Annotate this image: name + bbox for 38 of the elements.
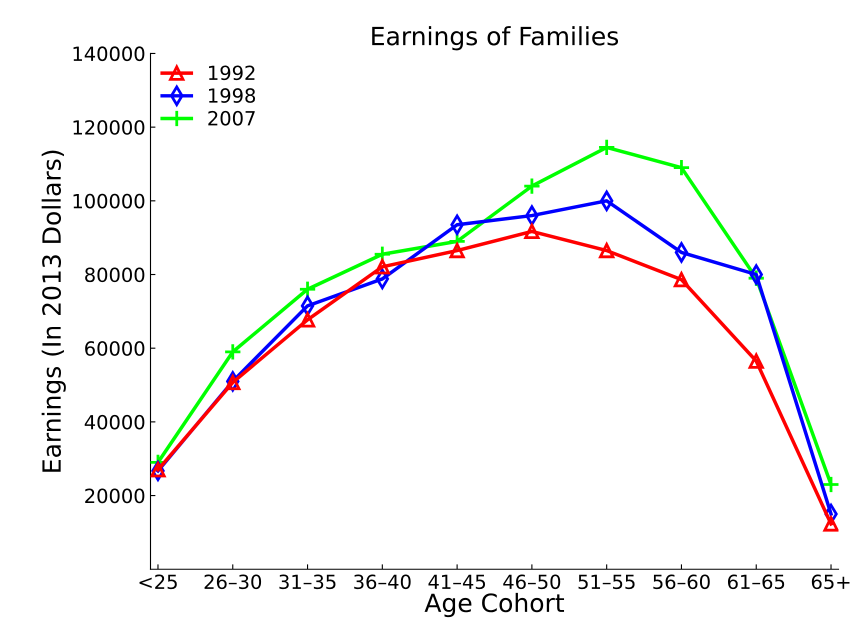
y-tick-label: 100000: [74, 194, 144, 208]
x-tick-label: 41–45: [428, 574, 486, 590]
chart-title: Earnings of Families: [372, 26, 618, 50]
point: [672, 158, 690, 177]
point: [823, 516, 838, 532]
point: [522, 177, 541, 196]
y-tick-label: 80000: [85, 267, 144, 282]
legend-label: 1992: [209, 65, 254, 80]
x-tick-label: 56–60: [653, 574, 710, 590]
x-tick-label: 46–50: [503, 574, 560, 590]
point: [150, 462, 166, 478]
legend-label: 1998: [209, 88, 256, 103]
x-tick-label: 65+: [812, 574, 850, 590]
y-axis-title: Earnings (In 2013 Dollars): [42, 150, 66, 472]
point: [449, 242, 465, 258]
point: [300, 312, 316, 328]
x-tick-label: 51–55: [578, 574, 635, 590]
point: [374, 259, 390, 274]
x-tick-label: <25: [140, 574, 177, 590]
point: [748, 353, 764, 369]
x-tick-label: 61–65: [728, 574, 784, 590]
x-tick-label: 36–40: [354, 574, 411, 590]
y-tick-label: 120000: [74, 120, 144, 135]
point: [524, 224, 540, 240]
y-tick-label: 20000: [85, 488, 144, 504]
point: [225, 374, 240, 390]
x-tick-label: 31–35: [279, 574, 336, 590]
legend-label: 2007: [208, 110, 255, 126]
point: [224, 342, 242, 361]
point: [674, 272, 690, 288]
x-axis-title: Age Cohort: [424, 592, 564, 618]
y-tick-label: 60000: [85, 341, 144, 356]
x-tick-label: 26–30: [204, 574, 262, 590]
y-tick-label: 40000: [84, 414, 144, 430]
point: [599, 242, 614, 258]
point: [598, 138, 616, 156]
point: [822, 475, 838, 494]
y-tick-label: 140000: [74, 46, 144, 62]
